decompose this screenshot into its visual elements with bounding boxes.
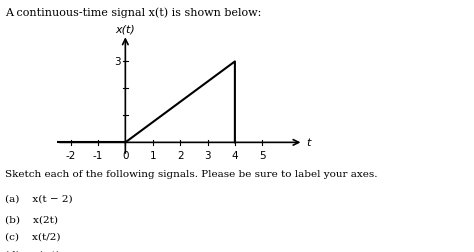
- Text: (c)    x(t/2): (c) x(t/2): [5, 232, 60, 241]
- Text: -2: -2: [65, 150, 76, 160]
- Text: (d)    x(−t): (d) x(−t): [5, 249, 60, 252]
- Text: 5: 5: [259, 150, 265, 160]
- Text: 4: 4: [232, 150, 238, 160]
- Text: x(t): x(t): [116, 24, 135, 34]
- Text: 2: 2: [177, 150, 183, 160]
- Text: (b)    x(2t): (b) x(2t): [5, 214, 58, 223]
- Text: 3: 3: [114, 57, 120, 67]
- Text: -1: -1: [93, 150, 103, 160]
- Text: 0: 0: [122, 150, 128, 160]
- Text: Sketch each of the following signals. Please be sure to label your axes.: Sketch each of the following signals. Pl…: [5, 169, 377, 178]
- Text: A continuous-time signal x(t) is shown below:: A continuous-time signal x(t) is shown b…: [5, 8, 261, 18]
- Text: 3: 3: [204, 150, 211, 160]
- Text: 1: 1: [149, 150, 156, 160]
- Text: (a)    x(t − 2): (a) x(t − 2): [5, 194, 73, 203]
- Text: t: t: [306, 138, 310, 148]
